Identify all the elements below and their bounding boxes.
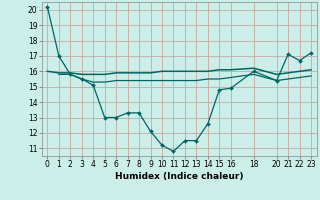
X-axis label: Humidex (Indice chaleur): Humidex (Indice chaleur) — [115, 172, 244, 181]
